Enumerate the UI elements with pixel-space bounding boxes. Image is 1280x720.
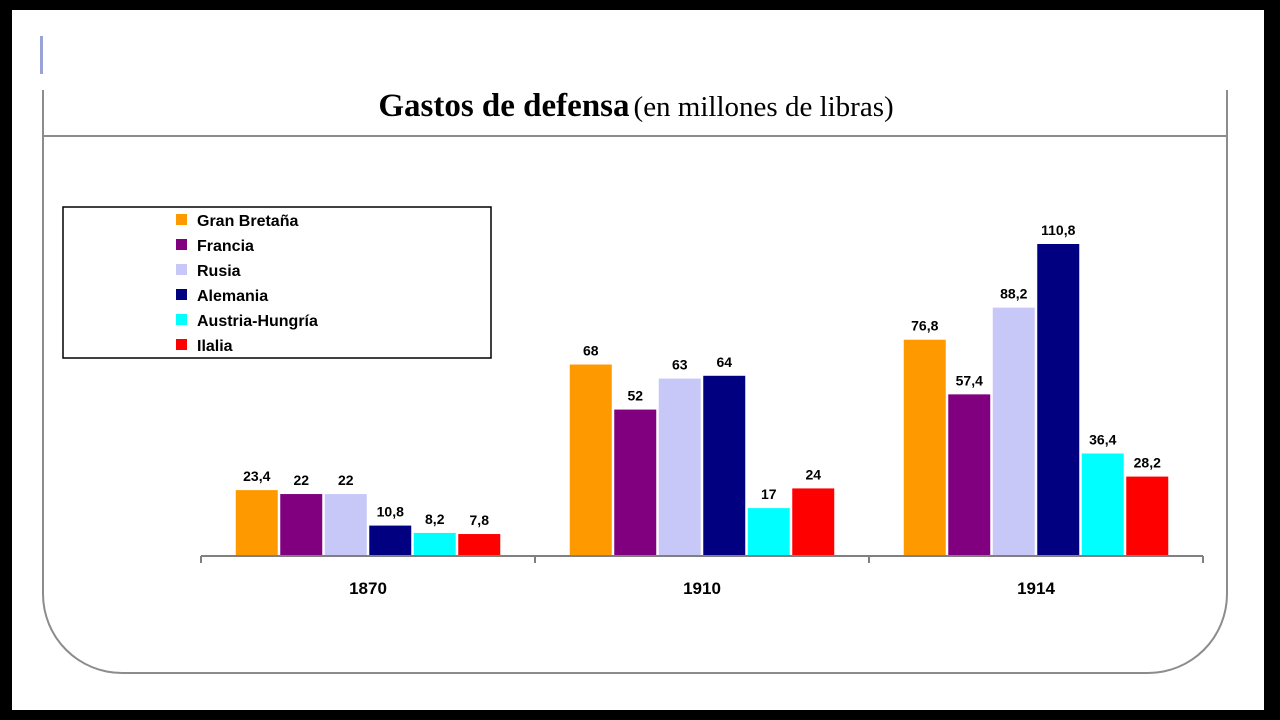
x-axis: 1870 1910 1914 bbox=[200, 555, 1204, 598]
legend-label-francia: Francia bbox=[197, 238, 254, 255]
chart-title-main: Gastos de defensa bbox=[378, 88, 630, 124]
bar-rusia-1910 bbox=[658, 378, 701, 556]
legend-label-ilalia: Ilalia bbox=[197, 338, 233, 355]
bar-gran-bretana-1910 bbox=[569, 364, 612, 556]
bar-austria-hungria-1910 bbox=[747, 508, 790, 556]
value-label-gran-bretana-1910: 68 bbox=[583, 343, 599, 359]
value-label-gran-bretana-1870: 23,4 bbox=[243, 468, 270, 484]
value-label-francia-1870: 22 bbox=[293, 472, 309, 488]
value-label-austria-hungria-1914: 36,4 bbox=[1089, 432, 1116, 448]
x-tick-label-1914: 1914 bbox=[1017, 579, 1055, 598]
bar-ilalia-1910 bbox=[792, 488, 835, 556]
accent-bar bbox=[40, 36, 43, 74]
bar-francia-1870 bbox=[280, 494, 323, 556]
bar-francia-1914 bbox=[948, 394, 991, 556]
value-label-alemania-1914: 110,8 bbox=[1041, 222, 1075, 238]
x-tick-label-1870: 1870 bbox=[349, 579, 387, 598]
legend-swatch-austria-hungria bbox=[176, 314, 187, 325]
value-label-alemania-1870: 10,8 bbox=[377, 504, 404, 520]
bar-gran-bretana-1914 bbox=[903, 339, 946, 556]
value-label-rusia-1910: 63 bbox=[672, 357, 688, 373]
bar-alemania-1870 bbox=[369, 525, 412, 556]
value-label-austria-hungria-1910: 17 bbox=[761, 486, 777, 502]
legend-label-rusia: Rusia bbox=[197, 263, 241, 280]
bar-alemania-1914 bbox=[1037, 244, 1080, 556]
chart-title: Gastos de defensa (en millones de libras… bbox=[0, 88, 1272, 125]
value-label-gran-bretana-1914: 76,8 bbox=[911, 318, 938, 334]
bar-rusia-1914 bbox=[992, 307, 1035, 556]
content-frame bbox=[42, 90, 1228, 674]
x-tick-label-1910: 1910 bbox=[683, 579, 721, 598]
bar-rusia-1870 bbox=[324, 494, 367, 556]
legend: Gran Bretaña Francia Rusia Alemania Austria-… bbox=[62, 206, 492, 359]
legend-label-alemania: Alemania bbox=[197, 288, 268, 305]
bars-layer bbox=[235, 244, 1169, 556]
value-label-rusia-1914: 88,2 bbox=[1000, 286, 1027, 302]
value-label-ilalia-1910: 24 bbox=[805, 466, 821, 482]
value-label-ilalia-1914: 28,2 bbox=[1134, 455, 1161, 471]
legend-label-gran-bretana: Gran Bretaña bbox=[197, 213, 298, 230]
legend-swatch-ilalia bbox=[176, 339, 187, 350]
legend-swatch-alemania bbox=[176, 289, 187, 300]
bar-austria-hungria-1914 bbox=[1081, 453, 1124, 556]
value-label-francia-1910: 52 bbox=[627, 388, 643, 404]
value-label-ilalia-1870: 7,8 bbox=[470, 512, 490, 528]
legend-label-austria-hungria: Austria-Hungría bbox=[197, 313, 318, 330]
title-divider bbox=[42, 135, 1228, 137]
value-label-alemania-1910: 64 bbox=[716, 354, 732, 370]
bar-francia-1910 bbox=[614, 409, 657, 556]
value-labels-layer: 23,4 22 22 10,8 8,2 7,8 68 52 63 64 17 24 76,8 57,4 88… bbox=[243, 222, 1161, 528]
bar-austria-hungria-1870 bbox=[413, 532, 456, 556]
legend-swatch-gran-bretana bbox=[176, 214, 187, 225]
bar-ilalia-1870 bbox=[458, 534, 501, 556]
value-label-rusia-1870: 22 bbox=[338, 472, 354, 488]
value-label-francia-1914: 57,4 bbox=[956, 372, 983, 388]
bar-alemania-1910 bbox=[703, 375, 746, 556]
legend-swatch-rusia bbox=[176, 264, 187, 275]
chart-subtitle: (en millones de libras) bbox=[633, 91, 894, 123]
bar-ilalia-1914 bbox=[1126, 476, 1169, 556]
bar-gran-bretana-1870 bbox=[235, 490, 278, 556]
legend-box bbox=[62, 206, 492, 359]
legend-swatch-francia bbox=[176, 239, 187, 250]
value-label-austria-hungria-1870: 8,2 bbox=[425, 511, 445, 527]
